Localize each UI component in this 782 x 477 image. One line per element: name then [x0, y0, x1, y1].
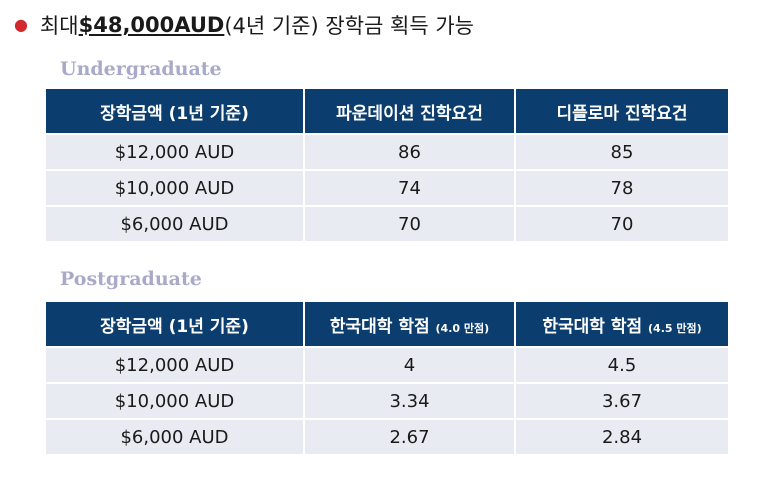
table-cell: $10,000 AUD: [46, 382, 305, 418]
table-cell: 78: [516, 169, 728, 205]
table-row: $6,000 AUD 70 70: [46, 205, 728, 241]
column-header-label: 한국대학 학점: [329, 316, 436, 337]
table-row: $10,000 AUD 3.34 3.67: [46, 382, 728, 418]
table-header-row: 장학금액 (1년 기준) 파운데이션 진학요건 디플로마 진학요건: [46, 89, 728, 133]
column-header: 장학금액 (1년 기준): [46, 89, 305, 133]
table-cell: 4.5: [516, 346, 728, 382]
headline-amount: $48,000AUD: [78, 13, 225, 37]
column-header: 파운데이션 진학요건: [305, 89, 516, 133]
table-cell: 3.67: [516, 382, 728, 418]
table-cell: $6,000 AUD: [46, 418, 305, 454]
table-cell: 74: [305, 169, 516, 205]
undergraduate-table: 장학금액 (1년 기준) 파운데이션 진학요건 디플로마 진학요건 $12,00…: [46, 89, 728, 241]
column-header-note: (4.0 만점): [435, 321, 490, 335]
table-cell: 70: [305, 205, 516, 241]
table-cell: 2.84: [516, 418, 728, 454]
column-header-label: 한국대학 학점: [542, 316, 649, 337]
headline: ● 최대 $48,000AUD (4년 기준) 장학금 획득 가능: [14, 8, 474, 42]
table-cell: $6,000 AUD: [46, 205, 305, 241]
table-row: $12,000 AUD 86 85: [46, 133, 728, 169]
column-header: 장학금액 (1년 기준): [46, 302, 305, 346]
table-row: $12,000 AUD 4 4.5: [46, 346, 728, 382]
postgraduate-table: 장학금액 (1년 기준) 한국대학 학점 (4.0 만점) 한국대학 학점 (4…: [46, 302, 728, 454]
column-header-note: (4.5 만점): [648, 321, 702, 335]
table-cell: 3.34: [305, 382, 516, 418]
table-row: $10,000 AUD 74 78: [46, 169, 728, 205]
table-cell: $10,000 AUD: [46, 169, 305, 205]
bullet-icon: ●: [14, 14, 28, 34]
postgraduate-title: Postgraduate: [60, 268, 202, 290]
table-cell: 2.67: [305, 418, 516, 454]
headline-suffix: (4년 기준) 장학금 획득 가능: [224, 14, 475, 38]
table-row: $6,000 AUD 2.67 2.84: [46, 418, 728, 454]
column-header: 한국대학 학점 (4.5 만점): [516, 302, 728, 346]
table-cell: 85: [516, 133, 728, 169]
table-cell: 4: [305, 346, 516, 382]
undergraduate-title: Undergraduate: [60, 58, 222, 80]
headline-prefix: 최대: [39, 14, 79, 38]
table-cell: $12,000 AUD: [46, 133, 305, 169]
table-cell: 70: [516, 205, 728, 241]
column-header: 한국대학 학점 (4.0 만점): [305, 302, 516, 346]
table-cell: $12,000 AUD: [46, 346, 305, 382]
table-cell: 86: [305, 133, 516, 169]
column-header-label: 장학금액 (1년 기준): [100, 316, 249, 337]
column-header: 디플로마 진학요건: [516, 89, 728, 133]
table-header-row: 장학금액 (1년 기준) 한국대학 학점 (4.0 만점) 한국대학 학점 (4…: [46, 302, 728, 346]
